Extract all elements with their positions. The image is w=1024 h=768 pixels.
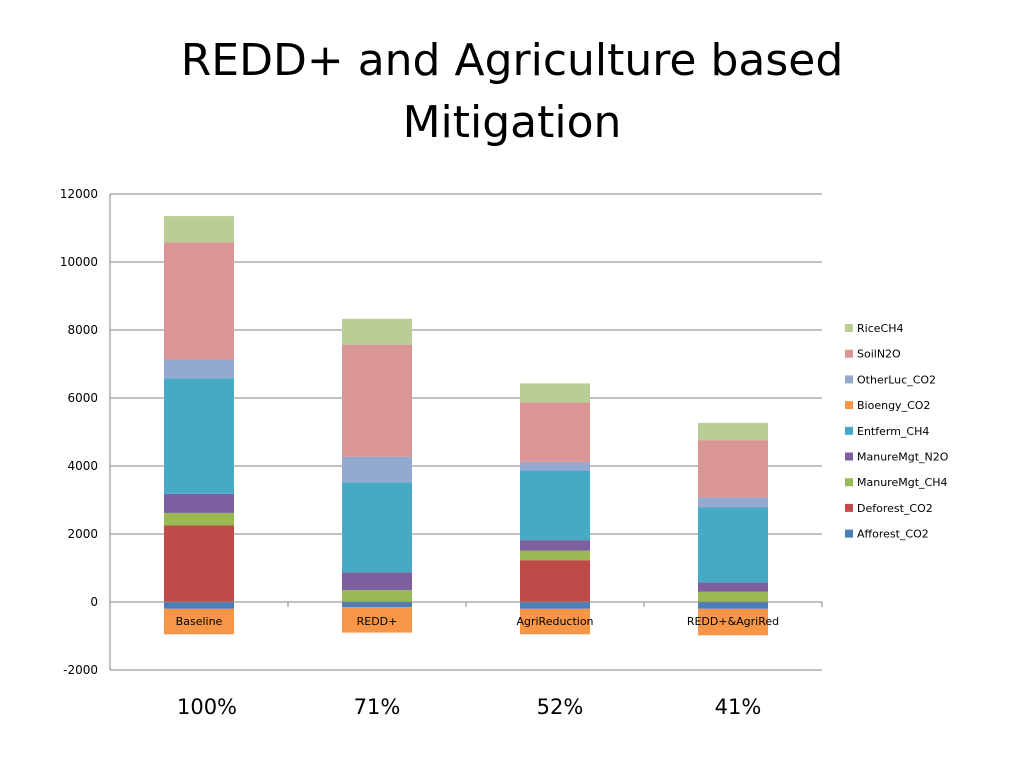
- bar-segment-otherluc-co2: [342, 456, 412, 483]
- bar-segment-otherluc-co2: [164, 359, 234, 379]
- bar-segment-deforest-co2: [520, 560, 590, 602]
- bar-segment-manuremgt-ch4: [698, 591, 768, 602]
- bar-segment-bioengy-co2: [698, 608, 768, 636]
- legend-label: SoilN2O: [857, 348, 901, 361]
- bar-segment-entferm-ch4: [164, 378, 234, 494]
- bar-segment-manuremgt-n2o: [342, 572, 412, 591]
- legend-swatch: [845, 529, 853, 538]
- category-label: REDD+: [357, 615, 398, 628]
- legend-swatch: [845, 426, 853, 435]
- bar-segment-ricech4: [342, 318, 412, 345]
- percentage-label-redd: 71%: [353, 695, 401, 719]
- bar-segment-afforest-co2: [520, 602, 590, 609]
- bar-segment-afforest-co2: [164, 602, 234, 609]
- legend-label: Bioengy_CO2: [857, 399, 930, 412]
- y-tick-label: 6000: [67, 391, 98, 405]
- bar-segment-entferm-ch4: [342, 482, 412, 573]
- legend-swatch: [845, 478, 853, 487]
- bar-segment-entferm-ch4: [520, 470, 590, 541]
- y-tick-label: 4000: [67, 459, 98, 473]
- legend-swatch: [845, 349, 853, 358]
- category-label: AgriReduction: [516, 615, 593, 628]
- bar-segment-afforest-co2: [342, 602, 412, 608]
- legend-label: ManureMgt_CH4: [857, 476, 947, 489]
- y-tick-label: 0: [90, 595, 98, 609]
- bar-segment-bioengy-co2: [164, 608, 234, 635]
- legend-swatch: [845, 375, 853, 384]
- bar-segment-ricech4: [520, 383, 590, 403]
- y-tick-label: 2000: [67, 527, 98, 541]
- legend-label: Entferm_CH4: [857, 425, 929, 438]
- bar-segment-otherluc-co2: [520, 461, 590, 471]
- percentage-label-agrireduction: 52%: [536, 695, 584, 719]
- bar-segment-entferm-ch4: [698, 507, 768, 583]
- bar-segment-manuremgt-ch4: [164, 512, 234, 526]
- bar-segment-bioengy-co2: [520, 608, 590, 635]
- bar-segment-bioengy-co2: [342, 607, 412, 633]
- slide-title-line-2: Mitigation: [402, 97, 622, 148]
- y-tick-label: 12000: [60, 187, 98, 201]
- bar-segment-deforest-co2: [164, 525, 234, 602]
- bar-segment-soiln2o: [342, 344, 412, 457]
- y-tick-label: 10000: [60, 255, 98, 269]
- bar-segment-manuremgt-ch4: [342, 590, 412, 602]
- legend-swatch: [845, 503, 853, 512]
- bar-segment-ricech4: [698, 422, 768, 441]
- bar-segment-soiln2o: [520, 402, 590, 462]
- legend-swatch: [845, 324, 853, 332]
- bar-segment-manuremgt-n2o: [698, 582, 768, 592]
- bar-segment-afforest-co2: [698, 602, 768, 609]
- bar-segment-manuremgt-n2o: [520, 540, 590, 551]
- slide-title: REDD+ and Agriculture based Mitigation: [0, 30, 1024, 154]
- bar-segment-manuremgt-n2o: [164, 493, 234, 513]
- bar-segment-ricech4: [164, 216, 234, 243]
- legend-label: ManureMgt_N2O: [857, 451, 949, 464]
- legend-label: Afforest_CO2: [857, 528, 929, 541]
- slide-title-line-1: REDD+ and Agriculture based: [180, 35, 844, 86]
- y-tick-label: 8000: [67, 323, 98, 337]
- y-tick-label: -2000: [63, 663, 98, 677]
- percentage-label-baseline: 100%: [176, 695, 238, 719]
- percentage-label-redd-agrired: 41%: [714, 695, 762, 719]
- category-label: Baseline: [176, 615, 223, 628]
- bar-segment-soiln2o: [698, 440, 768, 498]
- legend-label: OtherLuc_CO2: [857, 373, 936, 386]
- bar-segment-otherluc-co2: [698, 497, 768, 508]
- legend-swatch: [845, 452, 853, 461]
- legend-label: Deforest_CO2: [857, 502, 933, 515]
- legend-label: RiceCH4: [857, 322, 903, 335]
- legend-swatch: [845, 401, 853, 410]
- bar-segment-soiln2o: [164, 242, 234, 360]
- bar-segment-manuremgt-ch4: [520, 550, 590, 561]
- category-label: REDD+&AgriRed: [687, 615, 779, 628]
